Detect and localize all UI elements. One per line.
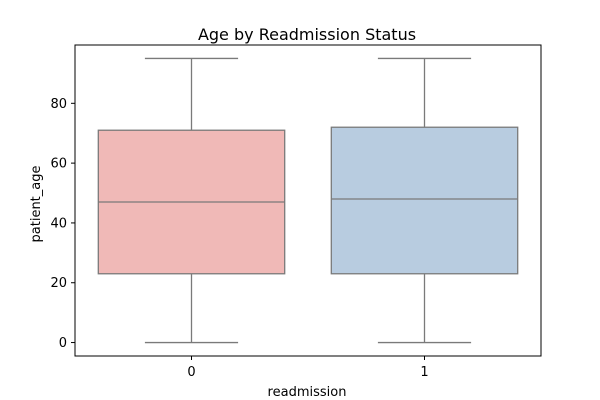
y-tick-label-20: 20 [50, 276, 67, 291]
y-axis-title: patient_age [29, 166, 44, 243]
x-tick-label-1: 1 [420, 365, 428, 380]
x-axis-title: readmission [268, 385, 347, 400]
box-1 [330, 126, 519, 275]
x-tick-label-0: 0 [187, 365, 195, 380]
y-tick-label-40: 40 [50, 216, 67, 231]
y-tick-label-0: 0 [59, 336, 67, 351]
chart-title: Age by Readmission Status [198, 25, 416, 44]
plot-frame [74, 44, 542, 357]
y-tick-label-60: 60 [50, 157, 67, 172]
y-tick-label-80: 80 [50, 97, 67, 112]
